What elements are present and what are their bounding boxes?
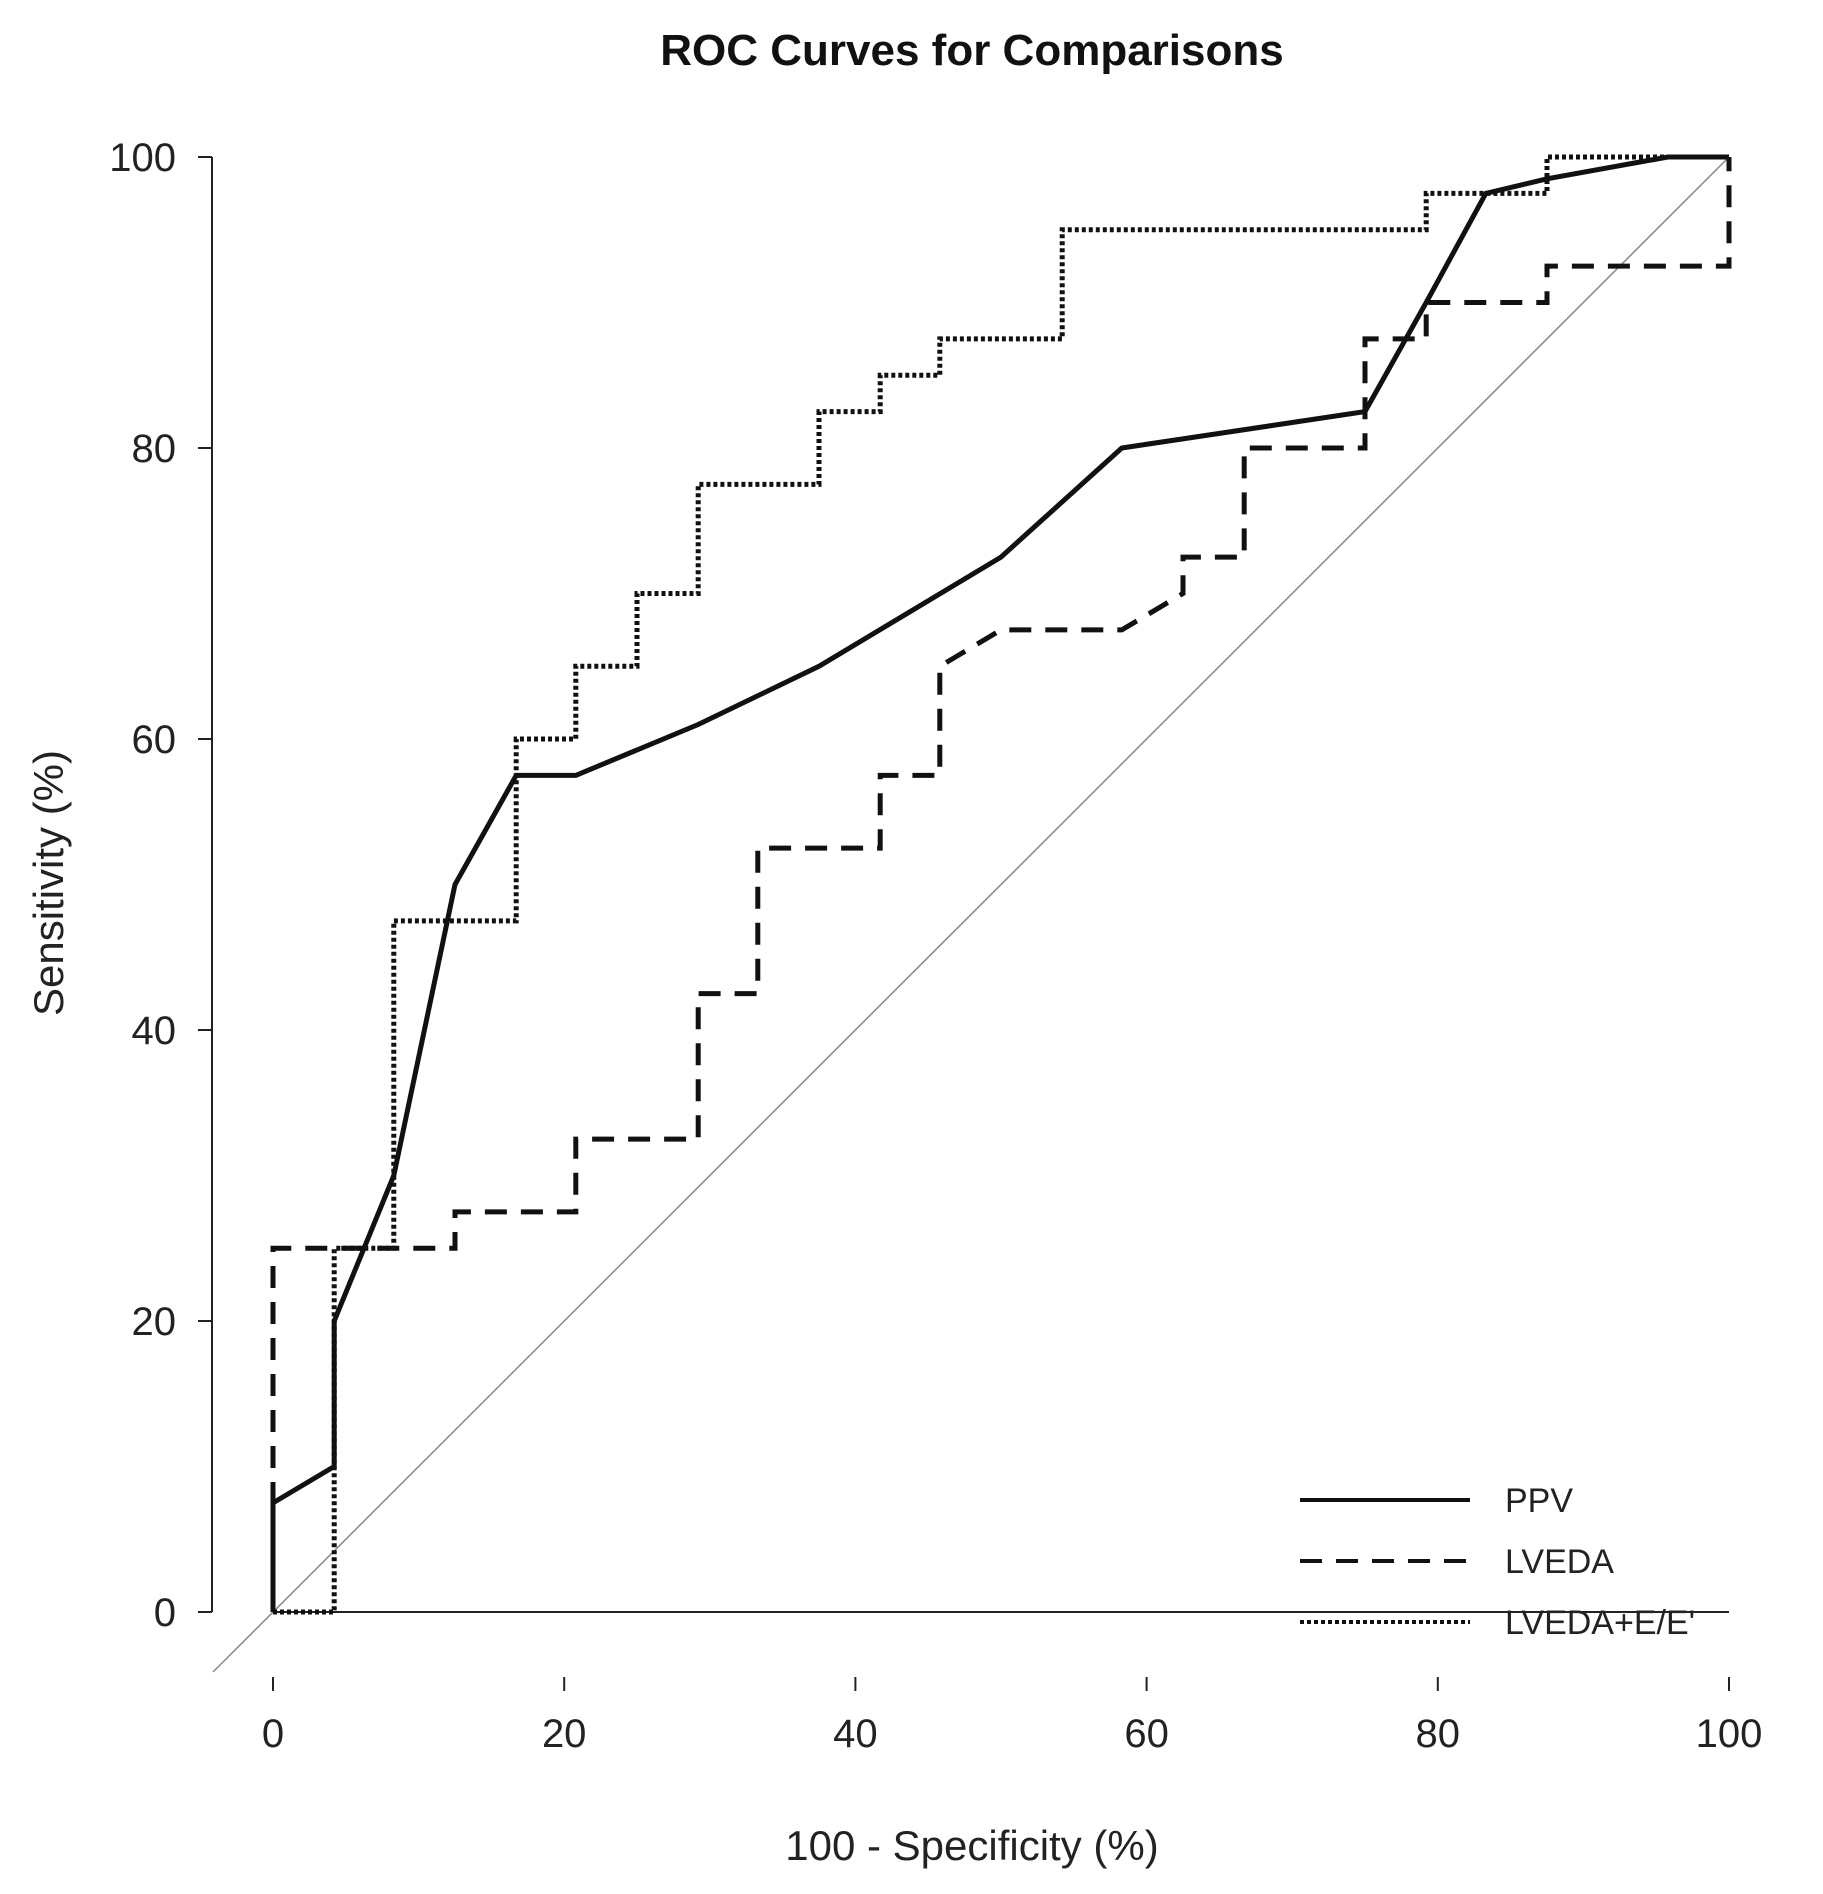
legend: PPV LVEDA LVEDA+E/E' <box>1300 1482 1695 1642</box>
y-tick-label: 60 <box>132 718 177 762</box>
x-tick-label: 80 <box>1416 1712 1461 1756</box>
x-tick-label: 60 <box>1124 1712 1169 1756</box>
y-tick-label: 40 <box>132 1009 177 1053</box>
series-line-lveda-e-e <box>273 154 1729 1615</box>
series-layer <box>270 154 1732 1615</box>
x-tick-label: 100 <box>1696 1712 1763 1756</box>
y-tick-label: 100 <box>109 136 176 180</box>
y-axis-ticks: 0 20 40 60 80 100 <box>109 136 212 1635</box>
y-axis-label: Sensitivity (%) <box>25 750 72 1016</box>
x-tick-label: 20 <box>542 1712 587 1756</box>
x-tick-label: 0 <box>262 1712 284 1756</box>
series-line-lveda <box>270 157 1732 1612</box>
x-tick-label: 40 <box>833 1712 878 1756</box>
legend-label-lveda-e-e: LVEDA+E/E' <box>1505 1604 1695 1642</box>
y-tick-label: 0 <box>154 1591 176 1635</box>
x-axis-label: 100 - Specificity (%) <box>785 1822 1158 1869</box>
x-axis-ticks: 0 20 40 60 80 100 <box>262 1677 1763 1756</box>
legend-label-lveda: LVEDA <box>1505 1543 1614 1581</box>
legend-label-ppv: PPV <box>1505 1482 1573 1520</box>
chart-title: ROC Curves for Comparisons <box>660 26 1283 75</box>
y-tick-label: 80 <box>132 427 177 471</box>
chance-diagonal-line <box>212 156 1730 1673</box>
y-tick-label: 20 <box>132 1300 177 1344</box>
